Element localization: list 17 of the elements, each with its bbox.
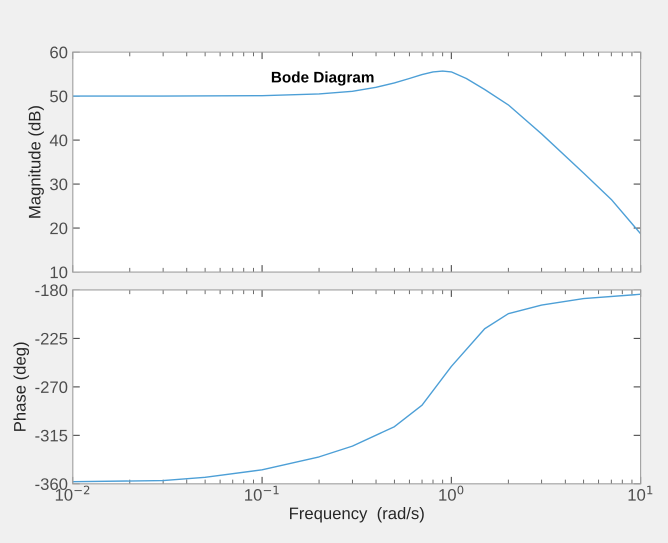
- y-tick-label: -270: [35, 381, 68, 394]
- y-tick-label: -225: [35, 332, 68, 345]
- y-axis-title: Phase (deg): [14, 342, 30, 431]
- y-tick-label: 60: [50, 46, 68, 58]
- x-tick-label: 10$^{1}$: [628, 486, 652, 501]
- y-tick-label: -315: [35, 430, 68, 442]
- x-axis-title: Frequency (rad/s): [290, 506, 424, 523]
- x-tick-label: 10$^{0}$: [439, 486, 464, 501]
- y-axis-title: Magnitude (dB): [28, 106, 44, 218]
- y-tick-label: 10: [50, 266, 68, 278]
- y-tick-label: 20: [50, 222, 68, 234]
- text: Bode Diagram: [272, 71, 374, 86]
- y-tick-label: 50: [50, 90, 68, 102]
- y-tick-label: -180: [35, 284, 68, 296]
- y-tick-label: 30: [50, 178, 68, 190]
- x-tick-label: 10$^{−1}$: [245, 486, 279, 501]
- y-tick-label: 40: [50, 134, 68, 146]
